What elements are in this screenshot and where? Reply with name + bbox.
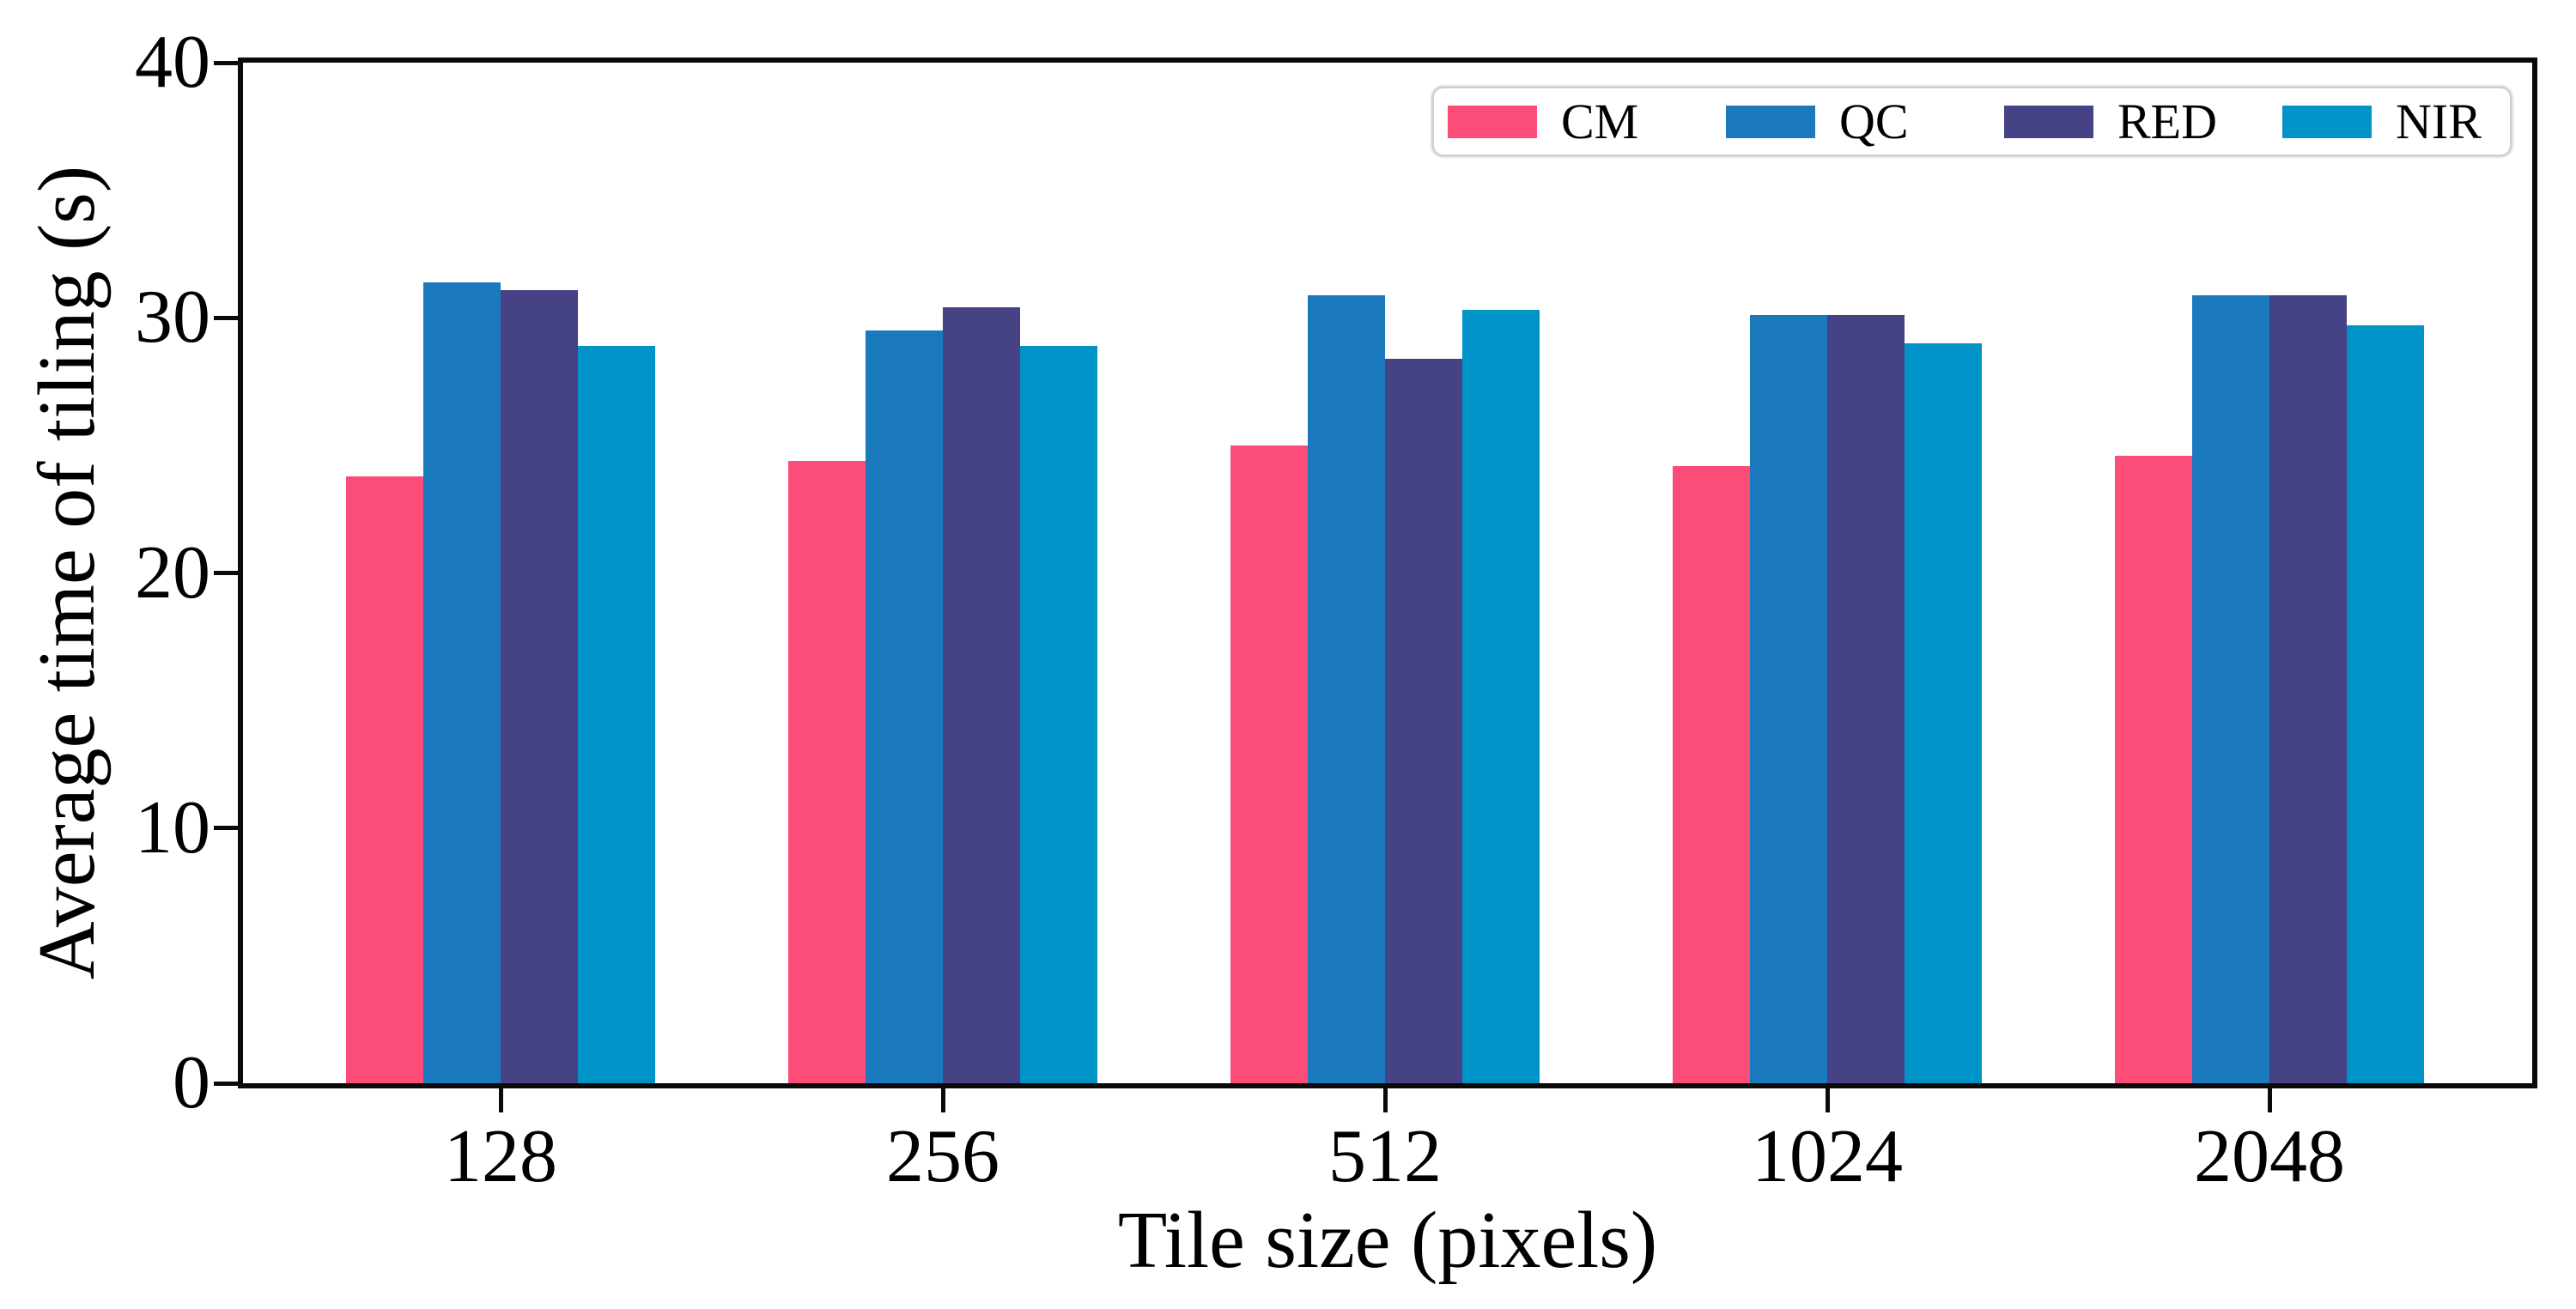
- x-tick-label: 128: [444, 1115, 557, 1198]
- bar-QC-128: [423, 282, 501, 1083]
- y-tick-mark: [214, 60, 238, 65]
- bar-CM-2048: [2115, 455, 2192, 1083]
- bar-CM-256: [788, 460, 866, 1083]
- legend-label-RED: RED: [2117, 93, 2217, 149]
- bar-RED-1024: [1827, 315, 1905, 1083]
- y-tick-label: 20: [135, 530, 210, 615]
- legend-item-NIR: NIR: [2282, 93, 2561, 149]
- x-tick-mark: [1825, 1088, 1830, 1112]
- x-tick-label: 2048: [2194, 1115, 2345, 1198]
- legend-item-CM: CM: [1448, 93, 1726, 149]
- legend-label-QC: QC: [1839, 93, 1909, 149]
- y-tick-label: 10: [135, 785, 210, 870]
- bar-QC-256: [866, 330, 943, 1083]
- x-tick-label: 512: [1328, 1115, 1442, 1198]
- bar-NIR-256: [1020, 345, 1097, 1083]
- bar-QC-1024: [1750, 315, 1827, 1083]
- y-tick-mark: [214, 826, 238, 831]
- legend-item-RED: RED: [2004, 93, 2282, 149]
- x-tick-label: 1024: [1752, 1115, 1903, 1198]
- legend-label-CM: CM: [1561, 93, 1639, 149]
- y-tick-mark: [214, 315, 238, 320]
- legend: CM QC RED NIR: [1431, 86, 2512, 157]
- bar-NIR-1024: [1905, 342, 1982, 1083]
- bar-RED-2048: [2269, 294, 2347, 1083]
- legend-label-NIR: NIR: [2396, 93, 2482, 149]
- bar-CM-128: [346, 476, 423, 1083]
- legend-item-QC: QC: [1726, 93, 2004, 149]
- bar-RED-512: [1385, 358, 1462, 1083]
- x-axis-title: Tile size (pixels): [1117, 1196, 1658, 1285]
- y-tick-mark: [214, 1081, 238, 1086]
- bar-CM-1024: [1673, 465, 1750, 1083]
- bar-QC-512: [1308, 294, 1385, 1083]
- bar-NIR-512: [1462, 310, 1540, 1083]
- x-tick-label: 256: [886, 1115, 999, 1198]
- legend-swatch-RED: [2004, 105, 2093, 138]
- bar-RED-128: [501, 289, 578, 1083]
- bar-RED-256: [943, 307, 1020, 1083]
- bar-QC-2048: [2192, 294, 2269, 1083]
- plot-area: [238, 58, 2537, 1088]
- bar-NIR-128: [578, 345, 655, 1083]
- x-tick-mark: [498, 1088, 503, 1112]
- y-tick-label: 40: [135, 21, 210, 104]
- legend-swatch-QC: [1726, 105, 1815, 138]
- bar-NIR-2048: [2347, 325, 2424, 1083]
- legend-swatch-NIR: [2282, 105, 2372, 138]
- x-tick-mark: [940, 1088, 945, 1112]
- y-tick-label: 30: [135, 276, 210, 360]
- legend-swatch-CM: [1448, 105, 1537, 138]
- y-tick-mark: [214, 571, 238, 575]
- y-tick-label: 0: [173, 1041, 210, 1124]
- x-tick-mark: [1382, 1088, 1388, 1112]
- bar-CM-512: [1230, 445, 1308, 1083]
- x-tick-mark: [2267, 1088, 2272, 1112]
